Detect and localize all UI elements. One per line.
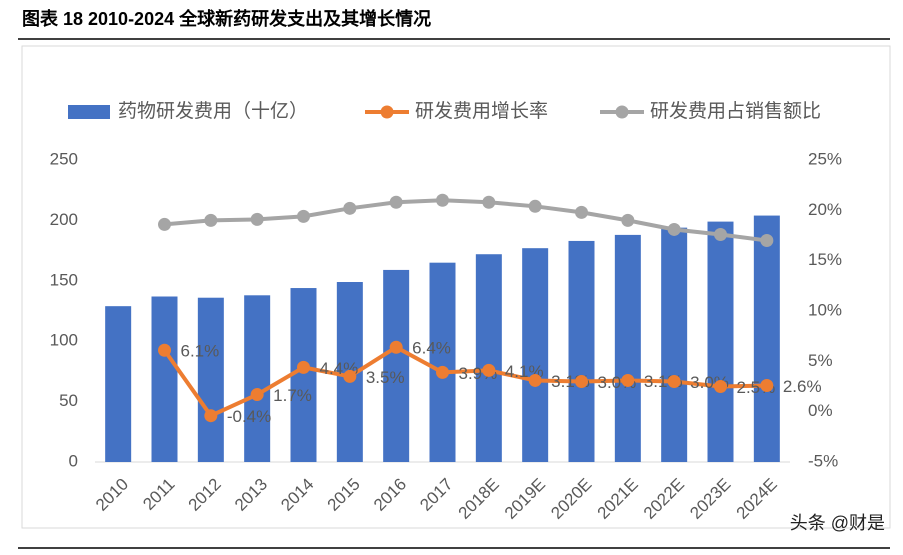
chart-frame	[21, 45, 891, 529]
chart-title: 图表 18 2010-2024 全球新药研发支出及其增长情况	[22, 8, 431, 29]
y2-tick-label: 25%	[808, 149, 842, 168]
legend-label: 研发费用占销售额比	[650, 100, 821, 122]
y-tick-label: 200	[50, 210, 78, 229]
bar	[244, 295, 271, 462]
data-label: -0.4%	[227, 407, 271, 426]
x-tick-label: 2015	[324, 475, 364, 515]
x-tick-label: 2010	[92, 475, 132, 515]
y-tick-label: 250	[50, 149, 78, 168]
bar	[475, 254, 502, 462]
bar	[151, 296, 178, 462]
x-tick-label: 2021E	[594, 475, 642, 523]
marker	[760, 378, 774, 392]
marker	[297, 360, 310, 374]
bar	[614, 234, 641, 462]
marker	[528, 199, 542, 213]
marker	[250, 388, 264, 402]
marker	[204, 409, 218, 423]
bar	[661, 227, 688, 462]
marker	[714, 380, 727, 393]
marker	[158, 343, 171, 357]
bar	[522, 248, 549, 462]
x-tick-label: 2014	[277, 475, 317, 515]
marker	[667, 222, 681, 236]
legend-swatch	[68, 105, 110, 119]
legend-label: 研发费用增长率	[415, 100, 548, 122]
marker	[343, 369, 357, 383]
data-label: 3.5%	[366, 368, 405, 387]
data-label: 6.4%	[412, 339, 451, 358]
data-label: 6.1%	[181, 342, 220, 361]
marker	[575, 374, 588, 388]
x-tick-label: 2017	[416, 475, 456, 515]
y-tick-label: 150	[50, 270, 78, 289]
y-tick-label: 0	[69, 451, 78, 470]
data-label: 2.6%	[783, 377, 822, 396]
marker	[297, 209, 310, 223]
bar	[707, 221, 734, 462]
marker	[158, 217, 171, 231]
bar	[753, 215, 780, 462]
x-tick-label: 2016	[370, 475, 410, 515]
bar	[568, 240, 595, 462]
marker	[204, 213, 218, 227]
x-tick-label: 2018E	[455, 475, 503, 523]
marker	[528, 373, 542, 387]
marker	[436, 193, 449, 207]
marker	[482, 195, 496, 209]
y2-tick-label: 20%	[808, 200, 842, 219]
line	[162, 344, 767, 419]
y2-tick-label: 15%	[808, 250, 842, 269]
marker	[621, 213, 635, 227]
marker	[389, 195, 403, 209]
marker	[436, 365, 449, 379]
marker	[714, 227, 727, 241]
data-label: 1.7%	[273, 386, 312, 405]
legend-marker	[615, 105, 629, 119]
x-tick-label: 2011	[139, 475, 178, 514]
marker	[343, 201, 357, 215]
x-tick-label: 2023E	[686, 475, 734, 523]
y2-tick-label: 5%	[808, 351, 833, 370]
x-tick-label: 2020E	[547, 475, 595, 523]
marker	[575, 205, 588, 219]
x-tick-label: 2024E	[733, 475, 781, 523]
watermark: 头条 @财是	[790, 513, 885, 533]
x-tick-label: 2019E	[501, 475, 549, 523]
bar	[290, 288, 317, 462]
bar	[383, 269, 410, 462]
marker	[760, 234, 774, 248]
legend-label: 药物研发费用（十亿）	[118, 100, 308, 122]
marker	[667, 374, 681, 388]
x-tick-label: 2022E	[640, 475, 688, 523]
bar	[105, 306, 132, 462]
marker	[250, 212, 264, 226]
bar	[197, 297, 224, 462]
x-tick-label: 2012	[185, 475, 225, 515]
y2-tick-label: 10%	[808, 300, 842, 319]
y2-tick-label: 0%	[808, 401, 833, 420]
marker	[482, 363, 496, 377]
x-tick-label: 2013	[231, 475, 271, 515]
marker	[621, 373, 635, 387]
y-tick-label: 100	[50, 331, 78, 350]
y2-tick-label: -5%	[808, 451, 838, 470]
bar	[429, 262, 456, 462]
legend-marker	[380, 105, 394, 119]
marker	[389, 340, 403, 354]
y-tick-label: 50	[59, 391, 78, 410]
line	[164, 198, 768, 243]
